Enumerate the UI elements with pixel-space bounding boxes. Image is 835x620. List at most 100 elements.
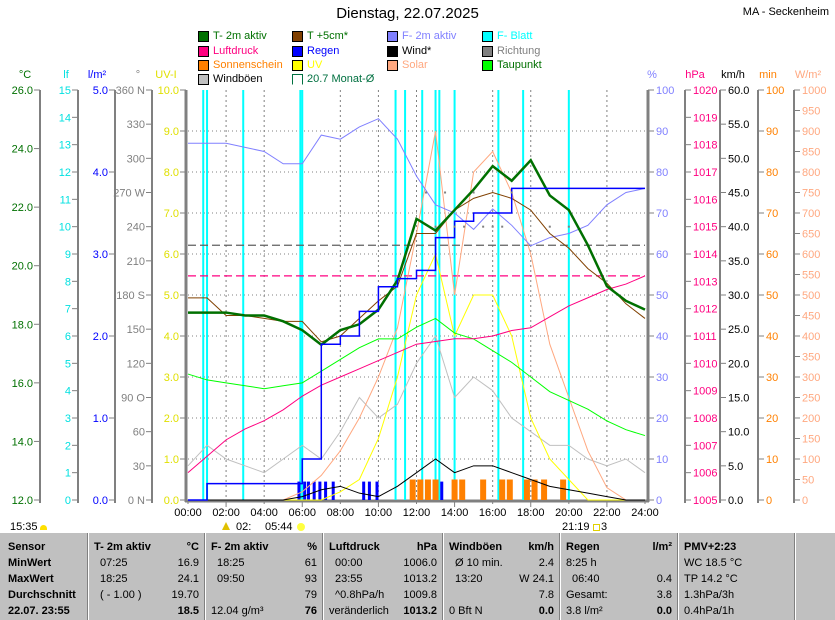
table-cell: 1013.2 (403, 605, 437, 617)
series-line-luftdruck (187, 275, 646, 474)
table-cell: Sensor (8, 541, 46, 553)
table-cell: W 24.1 (519, 573, 554, 585)
sonnenschein-bar (541, 479, 548, 500)
legend-label: Solar (402, 59, 428, 71)
axis-tick-label: 1017 (693, 167, 717, 179)
sunrise-time: 05:44 (265, 521, 293, 533)
axis-tick-label: 15.0 (728, 393, 749, 405)
table-cell: T- 2m aktiv (94, 541, 151, 553)
legend-swatch (198, 59, 209, 71)
table-cell: F- 2m aktiv (211, 541, 269, 553)
axis-tick-label: 1010 (693, 358, 717, 370)
axis-tick-label: 18.0 (12, 319, 33, 331)
legend-swatch (292, 45, 303, 57)
axis-tick-label: 2.0 (93, 331, 108, 343)
sonnenschein-bar (417, 479, 424, 500)
sonnenschein-bar (499, 479, 506, 500)
axis-tick-label: 1.0 (93, 413, 108, 425)
axis-tick-label: 100 (656, 85, 674, 97)
table-cell: MaxWert (8, 573, 54, 585)
axis-tick-label: 270 W (113, 188, 145, 200)
axis-tick-label: 20.0 (728, 358, 749, 370)
axis-tick-label: 30 (133, 461, 145, 473)
table-cell: 1013.2 (403, 573, 437, 585)
axis-tick-label: 750 (802, 188, 820, 200)
regen-bar (318, 481, 322, 500)
table-cell: 1006.0 (403, 557, 437, 569)
axis-tick-label: 1012 (693, 304, 717, 316)
richtung-point (453, 225, 456, 228)
table-column-divider (205, 533, 206, 620)
axis-unit-label: W/m² (795, 69, 822, 81)
legend-item: F- Blatt (482, 30, 532, 42)
legend-item: Luftdruck (198, 45, 258, 57)
sonnenschein-bar (531, 479, 538, 500)
axis-unit-label: lf (63, 69, 69, 81)
table-cell: 23:55 (335, 573, 363, 585)
axis-tick-label: 70 (656, 208, 668, 220)
axis-tick-label: 10 (656, 454, 668, 466)
legend-item: Wind* (387, 45, 431, 57)
legend-label: Windböen (213, 73, 263, 85)
legend-swatch (198, 45, 209, 57)
legend-item: T- 2m aktiv (198, 30, 267, 42)
legend-swatch (482, 59, 493, 71)
axis-tick-label: 1018 (693, 140, 717, 152)
axis-tick-label: 7.0 (164, 208, 179, 220)
table-cell: 18:25 (217, 557, 245, 569)
sunset-icon (593, 524, 600, 531)
series-line-taupunkt (187, 317, 646, 437)
axis-tick-label: 5 (65, 358, 71, 370)
axis-unit-label: °C (19, 69, 31, 81)
legend-item: Taupunkt (482, 59, 542, 71)
x-axis-tick-label: 06:00 (288, 507, 316, 519)
axis-tick-label: 26.0 (12, 85, 33, 97)
axis-tick-label: 10 (59, 222, 71, 234)
axis-tick-label: 700 (802, 208, 820, 220)
axis-tick-label: 3.0 (93, 249, 108, 261)
legend-label: F- 2m aktiv (402, 30, 457, 42)
axis-tick-label: 13 (59, 140, 71, 152)
table-cell: 18.5 (177, 605, 199, 617)
table-cell: 13:20 (455, 573, 483, 585)
table-cell: 06:40 (572, 573, 600, 585)
table-cell: ^0.8hPa/h (335, 589, 385, 601)
sonnenschein-bar (424, 479, 431, 500)
chart-svg: °C26.024.022.020.018.016.014.012.0lf1514… (12, 69, 827, 519)
legend-swatch (387, 59, 398, 71)
table-cell: 1.3hPa/3h (684, 589, 735, 601)
table-cell: WC 18.5 °C (684, 557, 743, 569)
axis-tick-label: 12 (59, 167, 71, 179)
regen-bar (362, 481, 366, 500)
table-cell: Windböen (449, 541, 503, 553)
axis-tick-label: 9.0 (164, 126, 179, 138)
table-cell: 24.1 (177, 573, 199, 585)
axis-tick-label: 450 (802, 311, 820, 323)
series-line-wind- (188, 458, 645, 501)
richtung-point (548, 225, 551, 228)
axis-tick-label: 800 (802, 167, 820, 179)
axis-tick-label: 20 (766, 413, 778, 425)
axis-tick-label: 14 (59, 112, 71, 124)
axis-tick-label: 20 (656, 413, 668, 425)
axis-tick-label: 0 N (128, 495, 145, 507)
table-cell: 7.8 (538, 589, 554, 601)
axis-tick-label: 1 (65, 468, 71, 480)
sun-icon (40, 525, 47, 530)
regen-bar (331, 481, 335, 500)
table-cell: 3.8 (656, 589, 672, 601)
axis-tick-label: 40.0 (728, 222, 749, 234)
axis-unit-label: min (759, 69, 777, 81)
x-axis-tick-label: 18:00 (517, 507, 545, 519)
axis-tick-label: 50 (802, 475, 814, 487)
axis-tick-label: 1008 (693, 413, 717, 425)
axis-tick-label: 5.0 (93, 85, 108, 97)
axis-tick-label: 850 (802, 147, 820, 159)
axis-tick-label: 10 (766, 454, 778, 466)
legend-label: F- Blatt (497, 30, 533, 42)
axis-tick-label: 45.0 (728, 188, 749, 200)
table-cell: 0.0 (656, 605, 672, 617)
table-cell: MinWert (8, 557, 52, 569)
axis-tick-label: 0 (766, 495, 772, 507)
